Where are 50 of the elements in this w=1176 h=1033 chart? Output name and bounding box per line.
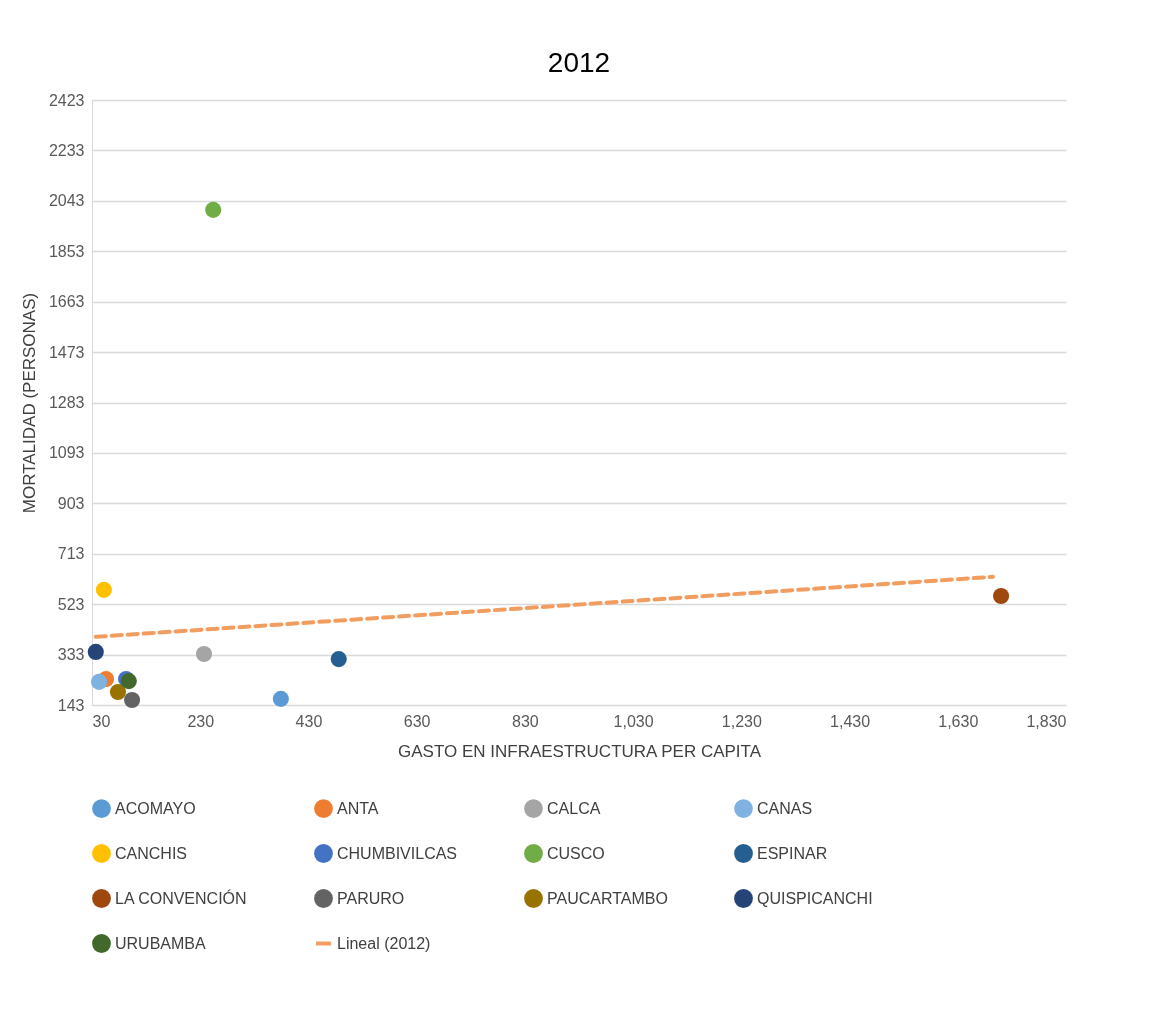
x-tick-label: 1,030 [613, 712, 654, 730]
legend-label: CANAS [757, 799, 813, 817]
x-tick-label: 630 [403, 712, 431, 730]
point [95, 581, 112, 598]
y-tick-label: 523 [57, 595, 85, 613]
x-tick-label: 1,230 [721, 712, 762, 730]
x-tick-label: 230 [187, 712, 215, 730]
legend-label: PAUCARTAMBO [547, 889, 668, 907]
point [109, 683, 127, 701]
point [87, 643, 104, 660]
legend-label: CUSCO [547, 844, 605, 862]
y-tick-label: 143 [57, 696, 85, 714]
x-tick-label: 430 [295, 712, 323, 730]
point [90, 673, 108, 690]
y-tick-label: 1853 [48, 242, 85, 260]
legend-label: ANTA [337, 799, 379, 817]
point [330, 651, 347, 668]
legend-label: CALCA [547, 799, 601, 817]
x-tick-label: 1,630 [938, 712, 979, 730]
point [993, 587, 1010, 604]
point [123, 691, 141, 708]
y-tick-label: 2233 [48, 141, 85, 159]
legend-label: ESPINAR [757, 844, 828, 862]
y-tick-label: 713 [57, 545, 85, 563]
y-tick-label: 333 [57, 646, 85, 664]
y-axis-title: MORTALIDAD (PERSONAS) [19, 292, 39, 514]
legend-label: URUBAMBA [115, 934, 207, 952]
x-axis-title: GASTO EN INFRAESTRUCTURA PER CAPITA [397, 741, 762, 761]
x-tick-label: 830 [512, 712, 539, 730]
x-tick-label: 1,430 [830, 712, 871, 730]
y-tick-label: 1663 [48, 293, 85, 311]
legend-label: ACOMAYO [115, 799, 196, 817]
x-tick-label: 1,830 [1026, 712, 1067, 730]
x-tick-label: 30 [92, 712, 111, 730]
legend-label: LA CONVENCIÓN [115, 888, 247, 907]
legend-label: PARURO [337, 889, 405, 907]
y-tick-label: 903 [57, 494, 85, 512]
point [272, 690, 289, 707]
legend-label: CHUMBIVILCAS [337, 844, 458, 862]
y-tick-label: 1093 [48, 444, 85, 462]
y-tick-label: 1473 [48, 343, 85, 361]
point [195, 646, 213, 663]
legend-label: Lineal (2012) [337, 934, 431, 952]
y-tick-label: 2043 [48, 192, 85, 210]
legend-label: QUISPICANCHI [757, 889, 873, 907]
point [205, 201, 222, 218]
y-tick-label: 1283 [48, 394, 85, 411]
chart-title: 2012 [547, 47, 611, 78]
legend-label: CANCHIS [115, 844, 188, 862]
y-tick-label: 2423 [48, 91, 85, 109]
